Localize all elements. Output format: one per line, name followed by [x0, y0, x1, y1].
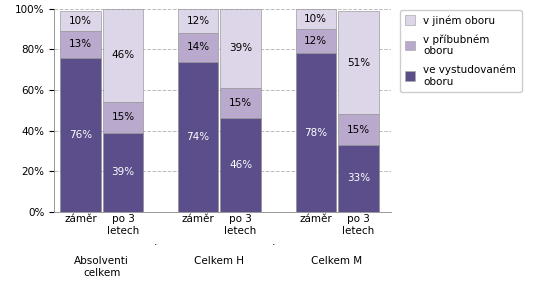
Bar	[178, 9, 218, 33]
Text: 46%: 46%	[229, 160, 252, 170]
Bar	[178, 61, 218, 212]
Text: 10%: 10%	[304, 14, 327, 24]
Bar	[220, 88, 261, 118]
Text: 46%: 46%	[111, 51, 135, 61]
Text: 51%: 51%	[347, 58, 370, 68]
Bar	[295, 9, 336, 29]
Bar	[220, 118, 261, 212]
Bar	[295, 54, 336, 212]
Text: 14%: 14%	[187, 42, 210, 52]
Bar	[103, 133, 143, 212]
Text: .: .	[272, 237, 275, 247]
Text: 39%: 39%	[229, 44, 252, 54]
Bar	[178, 33, 218, 61]
Text: Celkem M: Celkem M	[312, 256, 363, 266]
Text: 15%: 15%	[229, 98, 252, 108]
Bar	[338, 145, 378, 212]
Bar	[60, 58, 100, 212]
Text: 78%: 78%	[304, 128, 327, 138]
Text: Celkem H: Celkem H	[194, 256, 244, 266]
Bar	[338, 114, 378, 145]
Bar	[295, 29, 336, 54]
Text: 15%: 15%	[111, 112, 135, 122]
Bar	[60, 11, 100, 31]
Bar	[60, 31, 100, 58]
Text: 13%: 13%	[69, 39, 92, 49]
Text: 74%: 74%	[187, 132, 210, 142]
Text: 33%: 33%	[347, 173, 370, 183]
Text: 39%: 39%	[111, 167, 135, 177]
Text: 10%: 10%	[69, 16, 92, 26]
Bar	[103, 102, 143, 133]
Text: 12%: 12%	[304, 36, 327, 46]
Text: 15%: 15%	[347, 125, 370, 135]
Bar	[220, 9, 261, 88]
Bar	[103, 9, 143, 102]
Text: .: .	[154, 237, 157, 247]
Bar	[338, 11, 378, 114]
Text: 76%: 76%	[69, 130, 92, 140]
Text: 12%: 12%	[187, 16, 210, 26]
Legend: v jiném oboru, v příbubném
oboru, ve vystudovaném
oboru: v jiném oboru, v příbubném oboru, ve vys…	[400, 10, 522, 92]
Text: Absolventi
celkem: Absolventi celkem	[74, 256, 129, 278]
